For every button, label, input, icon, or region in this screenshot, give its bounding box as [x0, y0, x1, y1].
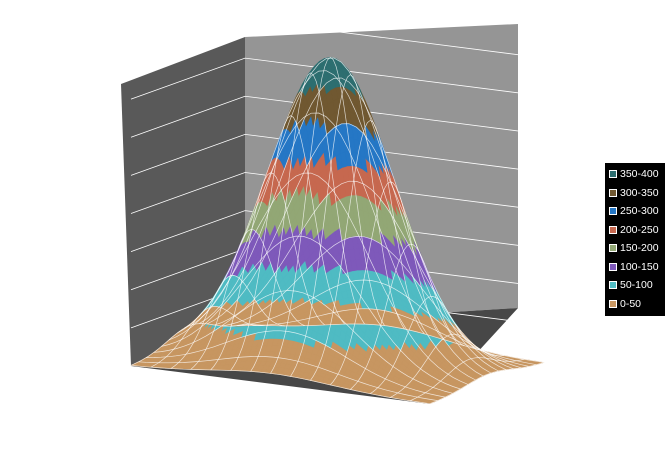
legend-label: 250-300 — [620, 205, 659, 218]
mesh-line — [229, 279, 529, 367]
mesh-line — [310, 119, 425, 381]
mesh-line — [222, 236, 522, 369]
legend-swatch — [609, 262, 617, 271]
gridline — [130, 172, 545, 214]
mesh-line — [168, 172, 469, 385]
mesh-line — [199, 77, 499, 372]
legend-label: 300-350 — [620, 186, 659, 199]
mesh-line — [270, 56, 385, 374]
mesh-line — [153, 290, 453, 394]
legend-swatch — [609, 170, 617, 179]
mesh-line — [176, 112, 476, 381]
mesh-line — [370, 296, 485, 394]
mesh-line — [161, 235, 461, 390]
gridline — [130, 210, 545, 253]
legend-label: 150-200 — [620, 242, 659, 255]
left-wall — [121, 37, 245, 366]
legend-item: 300-350 — [609, 184, 665, 203]
legend-swatch — [609, 207, 617, 216]
mesh-line — [138, 356, 438, 401]
legend-label: 0-50 — [620, 297, 642, 310]
legend-item: 150-200 — [609, 239, 665, 258]
mesh-line — [150, 306, 265, 368]
mesh-line — [170, 275, 285, 369]
mesh-line — [184, 70, 484, 377]
legend-item: 0-50 — [609, 295, 665, 314]
mesh-line — [409, 357, 525, 402]
mesh-line — [214, 180, 514, 370]
mesh-line — [250, 72, 365, 372]
legend-item: 100-150 — [609, 258, 665, 277]
legend-swatch — [609, 244, 617, 253]
legend-label: 200-250 — [620, 223, 659, 236]
legend: 350-400 300-350 250-300 200-250 150-200 100-1… — [605, 163, 665, 316]
mesh-line — [190, 229, 305, 370]
legend-label: 100-150 — [620, 260, 659, 273]
legend-swatch — [609, 299, 617, 308]
gridline — [130, 133, 545, 176]
mesh-line — [210, 172, 325, 371]
mesh-line — [350, 243, 465, 390]
legend-swatch — [609, 188, 617, 197]
mesh-line — [146, 330, 446, 398]
mesh-line — [244, 323, 545, 363]
mesh-line — [130, 364, 431, 405]
legend-item: 250-300 — [609, 202, 665, 221]
legend-item: 200-250 — [609, 221, 665, 240]
legend-item: 350-400 — [609, 165, 665, 184]
mesh-line — [191, 57, 491, 374]
surface — [130, 57, 545, 405]
mesh-line — [330, 181, 445, 386]
legend-label: 50-100 — [620, 279, 653, 292]
gridline — [130, 57, 545, 100]
legend-swatch — [609, 281, 617, 290]
gridline — [130, 19, 545, 62]
legend-swatch — [609, 225, 617, 234]
surface-mesh — [130, 56, 545, 405]
legend-label: 350-400 — [620, 168, 659, 181]
gridline — [130, 95, 545, 138]
mesh-line — [237, 308, 537, 366]
mesh-line — [429, 362, 545, 405]
legend-item: 50-100 — [609, 276, 665, 295]
